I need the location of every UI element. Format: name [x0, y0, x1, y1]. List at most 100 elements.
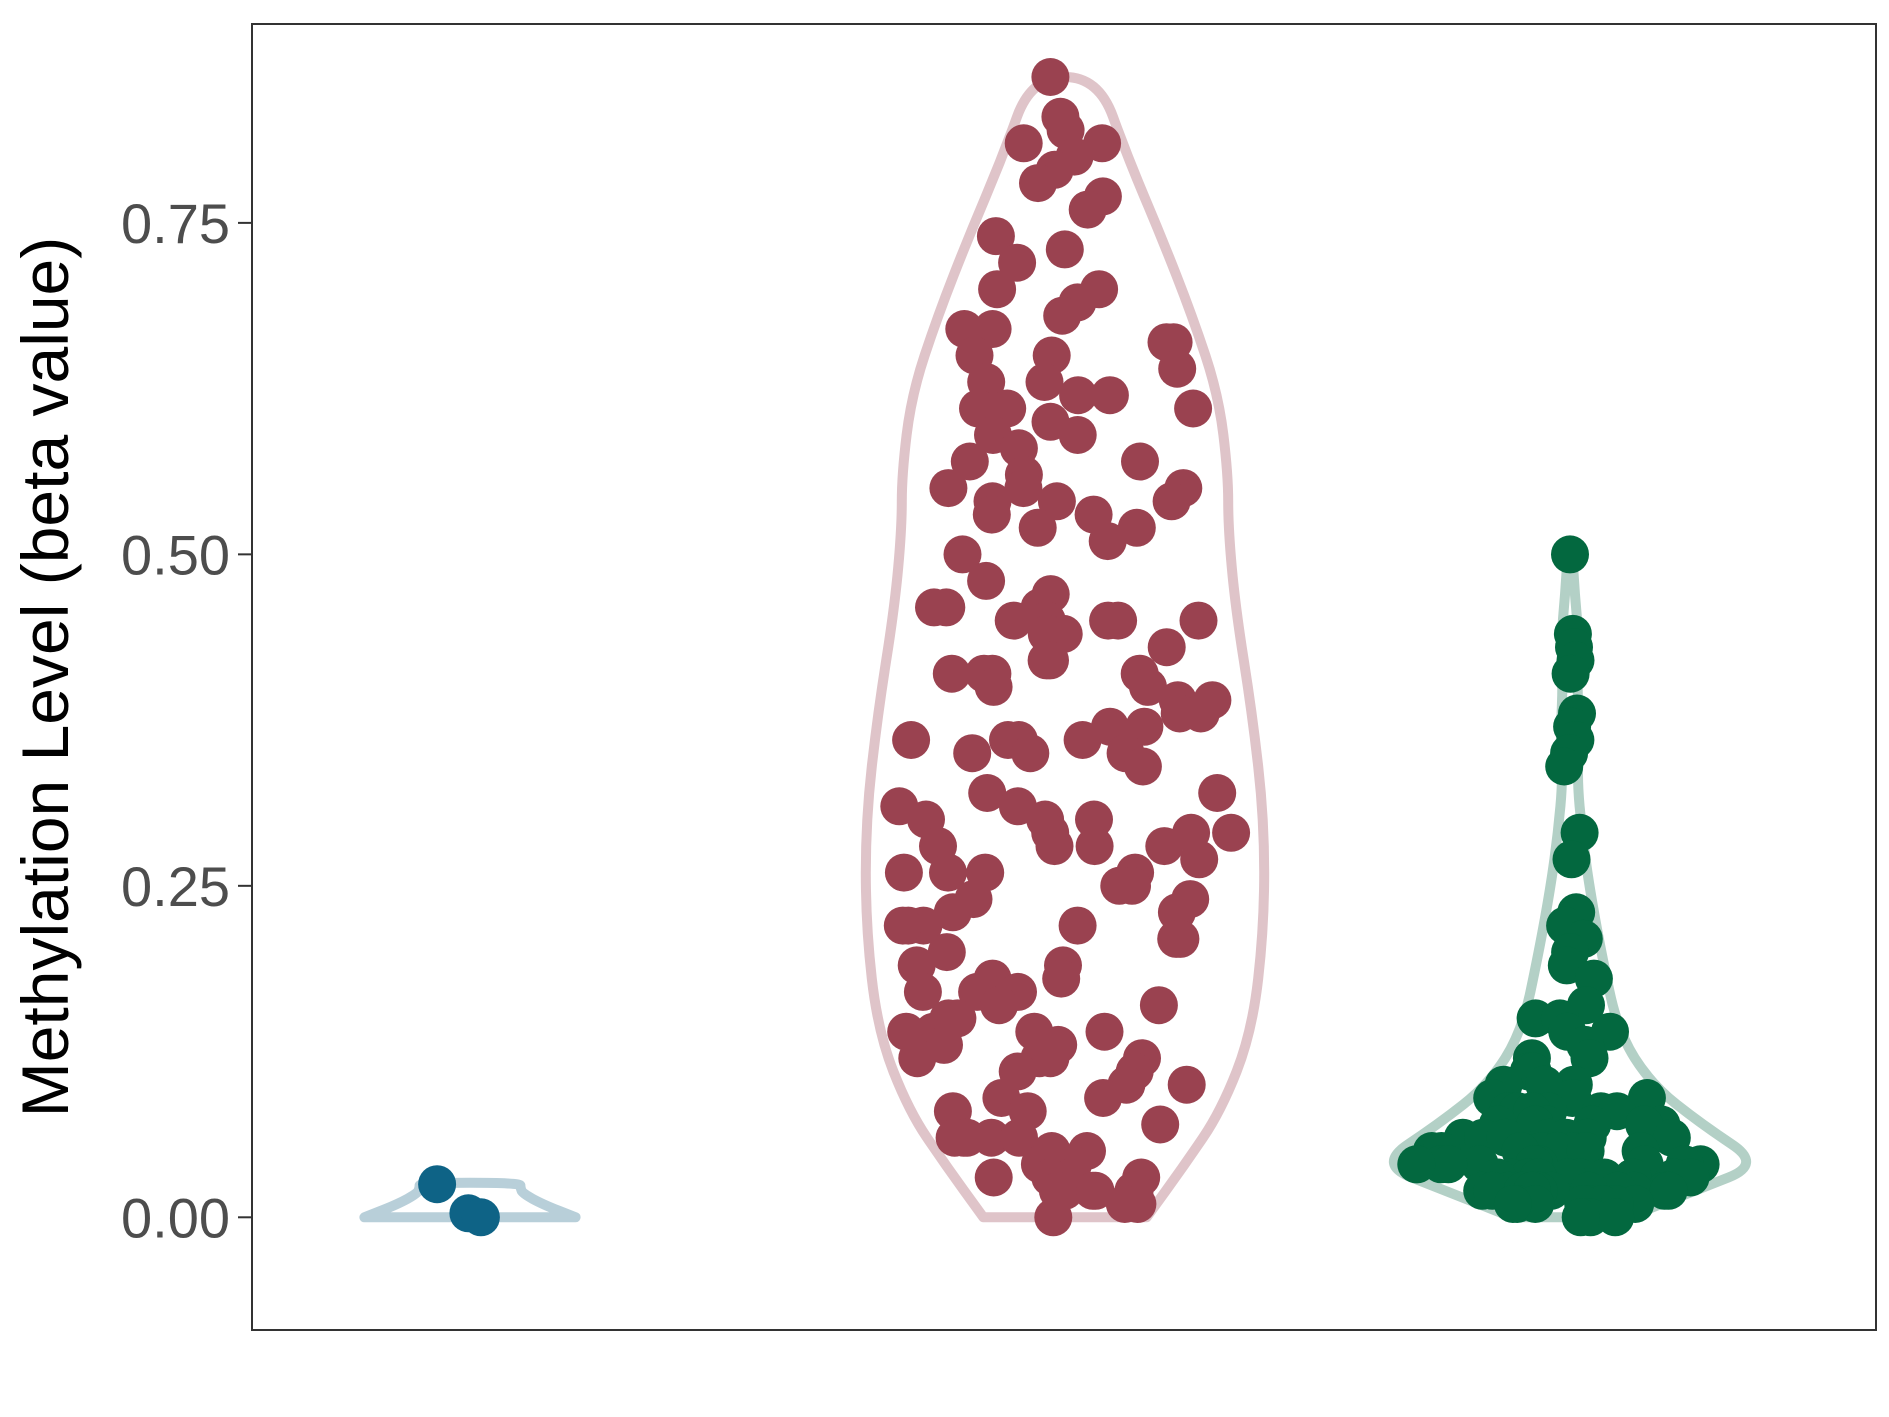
data-point-group-2 — [943, 535, 982, 574]
data-point-group-2 — [1035, 827, 1074, 866]
data-point-group-2 — [1004, 124, 1043, 163]
data-point-group-2 — [1068, 190, 1107, 229]
data-point-group-2 — [968, 774, 1007, 812]
data-point-group-3 — [1429, 1145, 1468, 1184]
data-point-group-2 — [1123, 747, 1162, 786]
y-axis-title: Methylation Level (beta value) — [8, 237, 82, 1118]
violin-outline-group-1 — [359, 1177, 581, 1223]
data-point-group-2 — [1025, 363, 1064, 401]
data-point-group-2 — [980, 986, 1019, 1025]
data-point-group-1 — [418, 1165, 457, 1204]
data-point-group-2 — [898, 1039, 937, 1078]
data-point-group-2 — [1019, 164, 1057, 203]
data-point-group-2 — [915, 588, 953, 627]
data-point-group-3 — [1561, 1198, 1600, 1237]
data-point-group-2 — [883, 906, 922, 945]
data-point-group-2 — [1011, 734, 1050, 773]
data-point-group-3 — [1545, 747, 1584, 786]
data-point-group-2 — [1198, 774, 1237, 812]
data-point-group-2 — [1161, 919, 1200, 958]
data-point-group-2 — [1090, 376, 1129, 415]
data-point-group-2 — [1075, 827, 1114, 866]
data-point-group-2 — [1058, 906, 1097, 945]
data-point-group-2 — [1037, 482, 1076, 521]
data-point-group-3 — [1493, 1185, 1532, 1223]
data-point-group-2 — [1158, 349, 1197, 388]
data-point-group-2 — [1121, 442, 1159, 481]
data-point-group-3 — [1551, 535, 1589, 574]
data-point-group-2 — [1212, 813, 1251, 852]
y-tick-label: 0.25 — [121, 855, 230, 918]
data-point-group-2 — [884, 853, 923, 892]
data-point-group-3 — [1551, 654, 1590, 693]
data-point-group-2 — [972, 495, 1011, 534]
data-point-group-2 — [1129, 667, 1167, 706]
data-point-group-2 — [973, 310, 1012, 348]
data-point-group-2 — [1145, 827, 1184, 866]
data-point-group-2 — [976, 217, 1015, 256]
data-point-group-2 — [967, 561, 1006, 600]
data-point-group-2 — [929, 469, 968, 508]
data-point-group-2 — [1139, 986, 1178, 1025]
data-point-group-2 — [953, 734, 992, 773]
y-tick-label: 0.50 — [121, 523, 230, 586]
data-point-group-2 — [1031, 1039, 1070, 1078]
data-point-group-2 — [1160, 694, 1199, 733]
plot-panel-border — [251, 23, 1877, 1331]
data-point-group-2 — [1141, 1105, 1180, 1144]
data-point-group-2 — [1027, 641, 1066, 680]
data-point-group-3 — [1397, 1145, 1436, 1184]
data-point-group-2 — [1058, 416, 1097, 454]
data-point-group-2 — [1031, 58, 1070, 96]
data-point-group-3 — [1596, 1198, 1635, 1237]
data-point-group-2 — [933, 893, 972, 932]
data-point-group-2 — [1063, 721, 1102, 759]
y-axis: 0.00 0.25 0.50 0.75 — [121, 192, 252, 1249]
data-point-group-3 — [1552, 840, 1591, 879]
data-point-group-2 — [1117, 508, 1156, 547]
data-point-group-2 — [1147, 628, 1186, 667]
data-point-group-2 — [1059, 376, 1098, 415]
data-point-group-2 — [1004, 469, 1043, 508]
data-point-group-2 — [1045, 230, 1084, 269]
data-point-group-2 — [1084, 1079, 1123, 1117]
data-point-group-2 — [972, 1118, 1011, 1157]
data-point-group-2 — [998, 243, 1037, 282]
data-point-group-2 — [1105, 1185, 1144, 1223]
data-point-group-2 — [1075, 800, 1113, 839]
data-point-group-2 — [932, 654, 971, 693]
data-point-group-2 — [927, 933, 966, 972]
data-point-group-2 — [1179, 601, 1218, 640]
violin-outline-group-2 — [860, 72, 1270, 1223]
data-point-group-2 — [929, 853, 967, 892]
data-point-group-2 — [950, 442, 989, 481]
data-point-group-3 — [1649, 1171, 1688, 1210]
data-point-group-1 — [461, 1198, 500, 1237]
data-point-group-2 — [1089, 601, 1128, 640]
y-tick-label: 0.75 — [121, 192, 230, 255]
data-point-group-2 — [978, 270, 1017, 309]
y-tick-label: 0.00 — [121, 1186, 230, 1249]
data-point-group-2 — [903, 972, 942, 1011]
data-point-group-2 — [1100, 866, 1139, 905]
data-point-group-2 — [1180, 840, 1219, 879]
data-point-group-2 — [994, 601, 1033, 640]
data-point-group-2 — [892, 721, 931, 759]
data-point-group-2 — [935, 1118, 974, 1157]
data-point-group-2 — [1174, 389, 1213, 428]
data-point-group-2 — [1034, 1198, 1073, 1237]
data-point-group-2 — [1085, 1012, 1124, 1051]
data-point-group-2 — [1167, 1065, 1206, 1104]
data-point-group-2 — [1088, 522, 1127, 561]
data-point-group-2 — [1076, 1171, 1115, 1210]
data-point-group-2 — [1042, 959, 1081, 998]
data-point-group-2 — [1152, 482, 1191, 521]
data-point-group-2 — [974, 1158, 1013, 1197]
data-point-group-2 — [974, 667, 1013, 706]
data-point-group-2 — [1018, 508, 1057, 547]
data-point-group-2 — [1125, 707, 1164, 746]
data-point-group-2 — [1000, 1118, 1038, 1157]
data-points — [418, 58, 1720, 1237]
data-point-group-2 — [1043, 296, 1082, 335]
